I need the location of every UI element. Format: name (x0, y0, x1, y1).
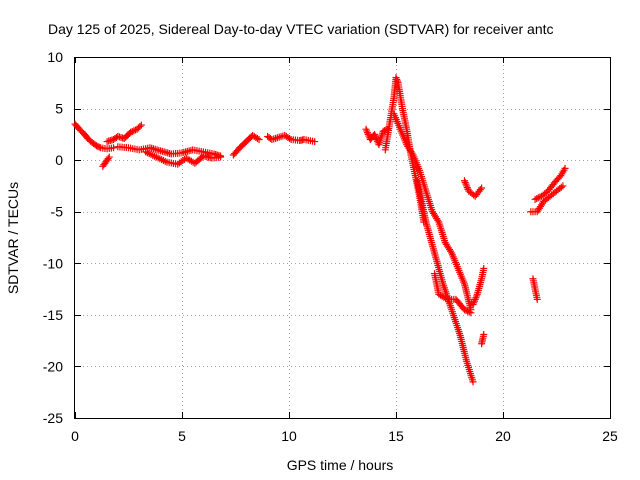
y-tick-label: -15 (43, 307, 63, 323)
x-tick-label: 0 (71, 428, 79, 444)
data-point (460, 177, 468, 185)
series-early-upper (103, 121, 145, 146)
data-point (531, 195, 539, 203)
x-tick-label: 15 (388, 428, 404, 444)
data-point (533, 295, 541, 303)
data-point (311, 138, 319, 146)
data-point (470, 297, 478, 305)
y-tick-label: 5 (55, 101, 63, 117)
data-point (460, 306, 468, 314)
data-point (392, 74, 400, 82)
data-point (478, 184, 486, 192)
series-storm-lower (431, 270, 475, 317)
data-point (447, 247, 455, 255)
data-point (137, 121, 145, 129)
y-tick-label: 10 (47, 49, 63, 65)
data-point (469, 301, 477, 309)
data-points (71, 74, 569, 386)
data-point (362, 125, 370, 133)
series-morning-lower (142, 148, 225, 168)
data-point (363, 129, 371, 137)
x-tick-labels: 0 5 10 15 20 25 (71, 428, 618, 444)
x-axis-label: GPS time / hours (287, 457, 394, 473)
data-point (461, 178, 469, 186)
data-point (255, 136, 263, 144)
data-point (104, 155, 112, 163)
data-point (128, 128, 136, 136)
series-storm-tail (469, 264, 488, 309)
x-tick-label: 20 (495, 428, 511, 444)
x-tick-label: 10 (281, 428, 297, 444)
y-axis-label: SDTVAR / TECUs (5, 182, 21, 294)
series-storm-deep (413, 177, 477, 386)
x-tick-label: 5 (178, 428, 186, 444)
data-point (105, 153, 113, 161)
series-midday-short (264, 131, 319, 146)
data-point (476, 186, 484, 194)
grid-lines (75, 57, 610, 418)
data-point (95, 143, 103, 151)
data-point (473, 292, 481, 300)
series-midday (229, 131, 263, 159)
data-point (253, 134, 261, 142)
data-point (561, 164, 569, 172)
data-point (286, 134, 294, 142)
y-tick-label: -5 (51, 204, 64, 220)
series-early-dip (99, 153, 113, 170)
series-storm-tail-low (478, 330, 488, 348)
data-point (472, 294, 480, 302)
data-point (462, 180, 470, 188)
y-tick-labels: -25 -20 -15 -10 -5 0 5 10 (43, 49, 63, 426)
data-point (217, 153, 225, 161)
data-point (127, 128, 135, 136)
data-point (434, 216, 442, 224)
data-point (465, 308, 473, 316)
data-point (393, 75, 401, 83)
data-point (136, 122, 144, 130)
data-point (393, 77, 401, 85)
data-point (110, 144, 118, 152)
data-point (557, 183, 565, 191)
data-point (469, 378, 477, 386)
data-point (130, 127, 138, 135)
data-point (371, 130, 379, 138)
plot-frame (74, 57, 611, 419)
data-point (408, 149, 416, 157)
data-point (364, 130, 372, 138)
data-point (463, 184, 471, 192)
y-tick-label: 0 (55, 152, 63, 168)
y-tick-label: -10 (43, 255, 63, 271)
data-point (442, 294, 450, 302)
data-point (371, 132, 379, 140)
axis-ticks (75, 57, 611, 419)
data-point (471, 295, 479, 303)
series-storm-secondary (390, 110, 475, 314)
series-storm-peak (381, 74, 428, 226)
data-point (467, 309, 475, 317)
data-point (480, 330, 488, 338)
data-point (480, 264, 488, 272)
data-point (559, 182, 567, 190)
chart-title: Day 125 of 2025, Sidereal Day-to-day VTE… (48, 21, 554, 37)
series-evening-mid (460, 177, 486, 200)
y-tick-label: -20 (43, 358, 63, 374)
data-point (470, 299, 478, 307)
data-point (372, 134, 380, 142)
data-point (462, 306, 470, 314)
series-early-decay (71, 120, 118, 153)
data-point (363, 127, 371, 135)
series-late-mid (527, 182, 567, 216)
x-tick-label: 25 (602, 428, 618, 444)
data-point (533, 195, 541, 203)
series-late-low (529, 275, 541, 303)
y-tick-label: -25 (43, 410, 63, 426)
data-point (534, 194, 542, 202)
series-late-upper (531, 164, 569, 203)
data-point (463, 182, 471, 190)
data-point (464, 307, 472, 315)
